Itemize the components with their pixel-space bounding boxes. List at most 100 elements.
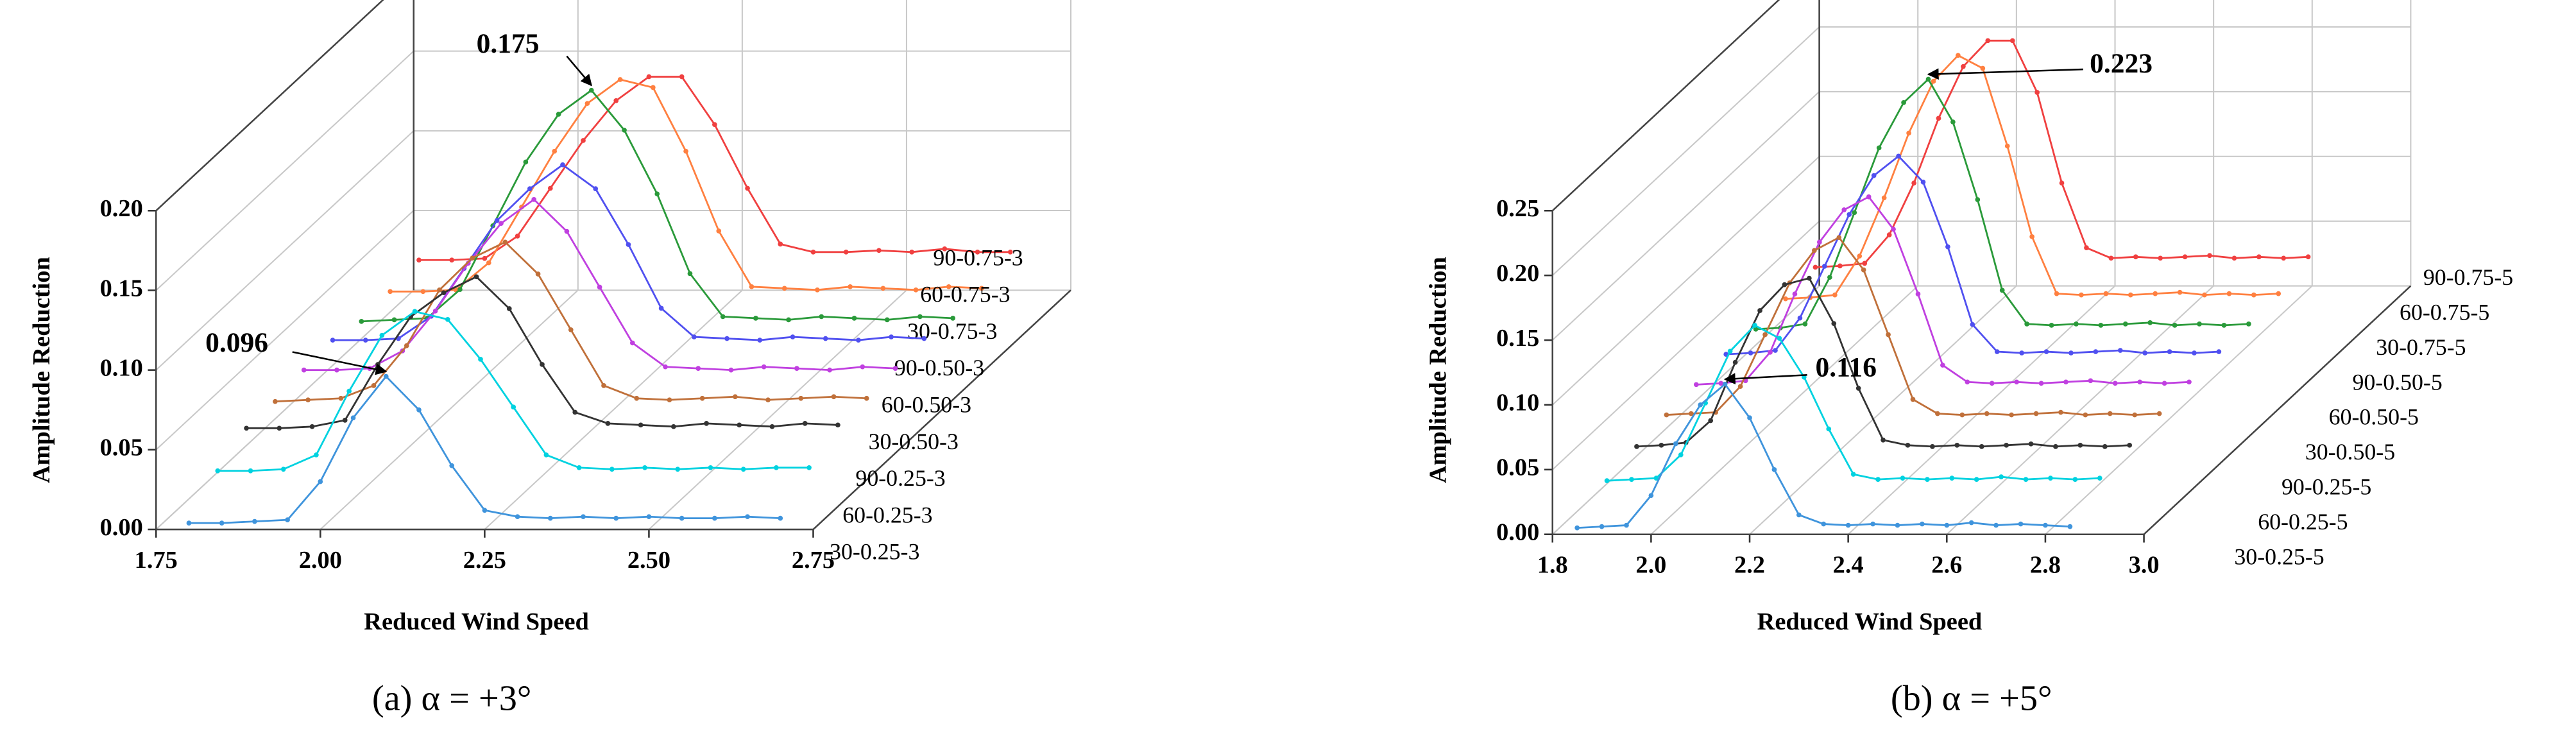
data-point [1747, 415, 1752, 420]
annotation-arrow [292, 351, 388, 375]
data-point [1850, 472, 1856, 477]
data-point [2004, 442, 2009, 448]
data-point [2033, 411, 2039, 416]
data-point [860, 364, 866, 370]
data-point [2276, 291, 2282, 296]
data-point [724, 336, 729, 341]
x-tick-label: 2.50 [627, 547, 670, 574]
data-point [843, 249, 849, 255]
data-point [441, 290, 447, 296]
data-point [1949, 475, 1955, 481]
data-point [1831, 321, 1837, 327]
data-point [1906, 130, 1911, 136]
data-point [527, 186, 533, 191]
data-point [1871, 173, 1877, 178]
data-point [416, 407, 422, 413]
data-point [1959, 412, 1965, 418]
data-point [2083, 412, 2088, 418]
y-tick-label: 0.20 [1496, 260, 1539, 287]
data-point [2043, 522, 2048, 528]
x-axis-title: Reduced Wind Speed [364, 608, 589, 635]
legend-label: 90-0.50-3 [894, 355, 984, 381]
data-point [638, 422, 644, 428]
series-line [246, 275, 838, 429]
data-point [375, 362, 380, 367]
data-point [2018, 521, 2024, 527]
grid-line [1847, 285, 2116, 535]
data-point [2009, 412, 2014, 418]
data-point [2088, 378, 2094, 384]
data-point [1980, 65, 1986, 71]
data-point [2024, 321, 2029, 327]
grid-line [2045, 285, 2313, 535]
data-point [806, 465, 812, 470]
data-point [1905, 442, 1911, 448]
data-point [1900, 475, 1906, 481]
data-point [2251, 292, 2256, 298]
data-point [388, 289, 393, 295]
data-point [1727, 348, 1733, 354]
data-point [2153, 291, 2158, 296]
legend-label: 60-0.25-5 [2258, 509, 2348, 535]
data-point [913, 287, 919, 293]
y-tick-label: 0.15 [100, 275, 143, 302]
data-point [449, 463, 455, 468]
data-point [1974, 477, 1979, 482]
data-point [778, 241, 783, 247]
grid-line [1749, 285, 2017, 535]
data-point [1773, 348, 1778, 353]
data-point [695, 366, 701, 371]
data-point [473, 274, 479, 280]
grid-line [1552, 285, 1820, 535]
data-point [699, 395, 705, 401]
legend-label: 90-0.50-5 [2352, 369, 2442, 395]
data-point [511, 404, 516, 410]
data-point [1861, 267, 1866, 273]
data-point [359, 319, 364, 324]
legend-label: 90-0.25-3 [855, 465, 945, 491]
data-point [342, 418, 348, 423]
data-point [629, 340, 635, 346]
data-point [1822, 264, 1827, 269]
data-point [2281, 255, 2287, 261]
data-point [794, 366, 799, 371]
annotation-arrow [1723, 373, 1807, 385]
data-point [576, 465, 582, 470]
data-point [786, 317, 791, 323]
annotation-arrow [1927, 68, 2083, 80]
axis-line [1551, 0, 1780, 212]
data-point [2167, 349, 2172, 354]
series-line [1607, 324, 2100, 482]
caption: (b) α = +5° [1891, 679, 2052, 719]
data-point [252, 518, 257, 524]
data-point [1954, 442, 1960, 448]
data-point [757, 338, 763, 343]
annotation-arrow [566, 55, 592, 87]
data-point [1802, 321, 1808, 327]
x-tick-label: 2.0 [1635, 552, 1666, 579]
data-point [1925, 76, 1931, 82]
data-point [1936, 116, 1941, 121]
data-point [1813, 264, 1818, 270]
data-point [215, 468, 221, 474]
y-tick-label: 0.05 [1496, 454, 1539, 481]
data-point [831, 394, 837, 400]
data-point [1891, 227, 1896, 232]
data-point [917, 314, 923, 320]
data-point [851, 316, 857, 321]
legend-label: 60-0.25-3 [842, 502, 932, 527]
data-point [523, 159, 529, 165]
data-point [1629, 477, 1634, 482]
x-tick-label: 2.00 [299, 547, 342, 574]
series-line [390, 78, 982, 293]
y-tick-label: 0.15 [1496, 325, 1539, 352]
data-point [1994, 349, 2000, 354]
data-point [2009, 38, 2015, 44]
data-point [1836, 235, 1842, 241]
legend-label: 30-0.25-5 [2234, 544, 2324, 569]
x-tick-label: 2.2 [1734, 552, 1765, 579]
data-point [581, 138, 586, 143]
data-point [309, 424, 315, 429]
data-point [572, 409, 578, 415]
